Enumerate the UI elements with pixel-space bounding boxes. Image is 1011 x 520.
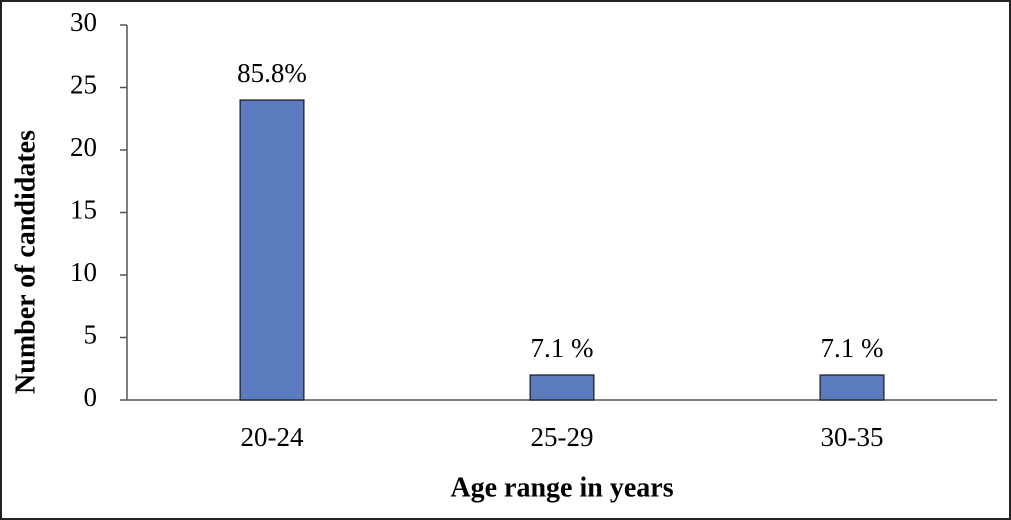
y-tick-label: 0	[84, 382, 98, 412]
y-tick-label: 15	[70, 195, 97, 225]
bar	[239, 99, 305, 401]
y-tick-label: 30	[70, 7, 97, 37]
bar	[819, 374, 885, 401]
bar-annotation: 7.1 %	[531, 333, 594, 363]
bar	[529, 374, 595, 401]
x-tick-label: 20-24	[241, 422, 304, 452]
bar-annotation: 7.1 %	[821, 333, 884, 363]
y-tick-label: 10	[70, 257, 97, 287]
y-tick-label: 5	[84, 320, 98, 350]
y-tick-label: 20	[70, 132, 97, 162]
x-tick-label: 30-35	[821, 422, 884, 452]
bar-annotation: 85.8%	[237, 58, 307, 88]
x-axis-title: Age range in years	[450, 472, 673, 503]
x-tick-label: 25-29	[531, 422, 594, 452]
y-axis-title: Number of candidates	[10, 130, 41, 394]
y-tick-label: 25	[70, 70, 97, 100]
